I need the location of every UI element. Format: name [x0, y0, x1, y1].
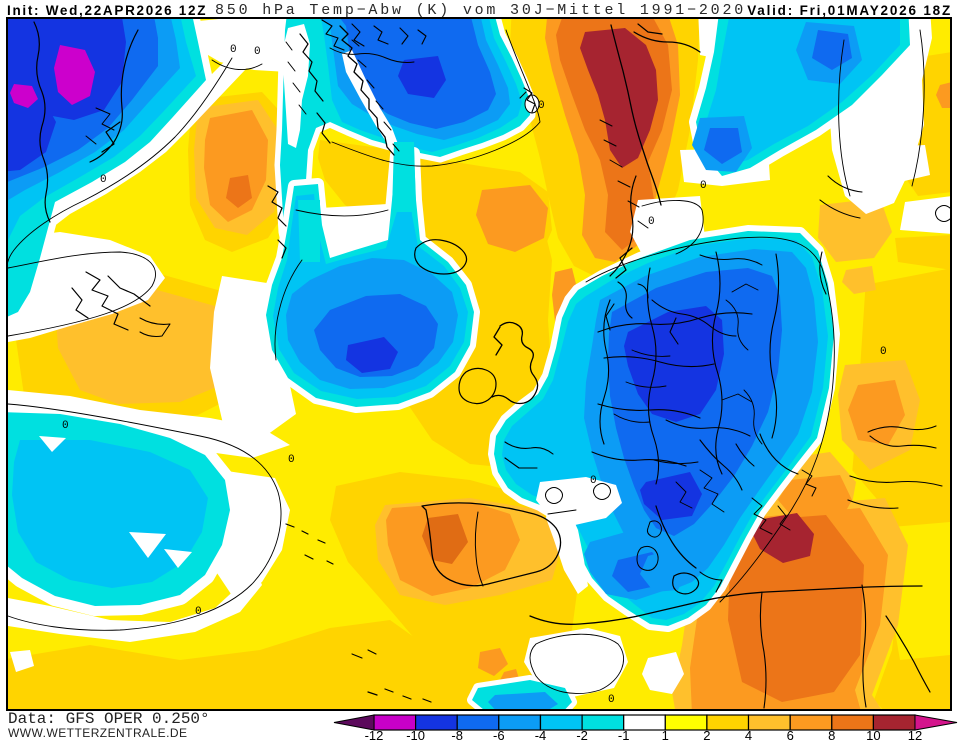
svg-text:-8: -8 [451, 728, 463, 741]
svg-text:-1: -1 [618, 728, 630, 741]
svg-text:0: 0 [648, 216, 655, 228]
svg-text:0: 0 [254, 46, 261, 58]
svg-text:0: 0 [230, 44, 237, 56]
svg-text:12: 12 [908, 728, 922, 741]
svg-text:6: 6 [787, 728, 794, 741]
svg-text:4: 4 [745, 728, 752, 741]
svg-text:0: 0 [700, 180, 707, 192]
svg-text:2: 2 [703, 728, 710, 741]
svg-text:1: 1 [662, 728, 669, 741]
svg-text:0: 0 [608, 694, 615, 706]
svg-text:8: 8 [828, 728, 835, 741]
svg-text:-10: -10 [406, 728, 425, 741]
svg-text:-4: -4 [535, 728, 547, 741]
svg-text:0: 0 [538, 100, 545, 112]
svg-text:-6: -6 [493, 728, 505, 741]
svg-text:0: 0 [62, 420, 69, 432]
svg-text:0: 0 [880, 346, 887, 358]
svg-text:-12: -12 [365, 728, 384, 741]
svg-text:10: 10 [866, 728, 880, 741]
svg-text:0: 0 [100, 174, 107, 186]
svg-text:-2: -2 [576, 728, 588, 741]
svg-text:0: 0 [195, 606, 202, 618]
svg-text:0: 0 [288, 454, 295, 466]
svg-text:0: 0 [590, 475, 597, 487]
